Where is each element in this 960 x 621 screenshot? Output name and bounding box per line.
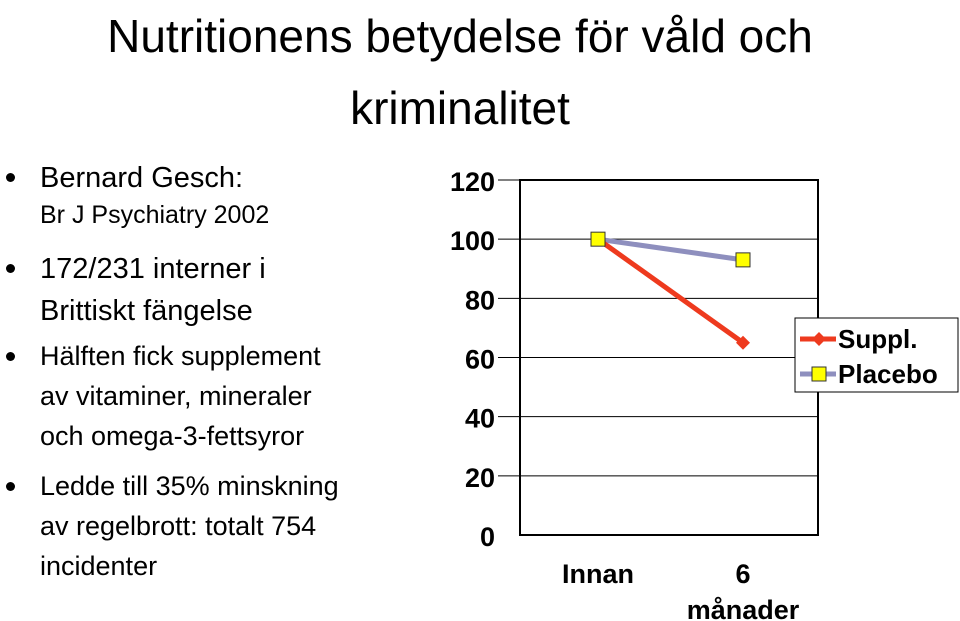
bullet-text: av vitaminer, mineraler bbox=[40, 381, 312, 411]
y-tick-label: 80 bbox=[465, 285, 495, 315]
bullet-text: Hälften fick supplement bbox=[40, 341, 321, 371]
bullet-text: av regelbrott: totalt 754 bbox=[40, 511, 317, 541]
data-point bbox=[736, 335, 750, 350]
legend-label: Suppl. bbox=[838, 324, 917, 354]
slide-title: Nutritionens betydelse för våld och krim… bbox=[107, 10, 813, 134]
bullet-text: Bernard Gesch: bbox=[40, 162, 244, 194]
bullet-item: 172/231 interner i Brittiskt fängelse bbox=[0, 248, 420, 332]
bullet-text: incidenter bbox=[40, 551, 158, 581]
bullet-dot-icon bbox=[6, 173, 15, 182]
data-point bbox=[735, 252, 751, 268]
bullet-text: och omega-3-fettsyror bbox=[40, 421, 305, 451]
x-tick-label: Innan bbox=[562, 559, 634, 589]
bullet-text: Brittiskt fängelse bbox=[40, 295, 253, 327]
y-tick-label: 120 bbox=[450, 167, 495, 197]
legend-label: Placebo bbox=[838, 359, 938, 389]
bullet-item: Ledde till 35% minskning av regelbrott: … bbox=[0, 466, 420, 586]
bullet-dot-icon bbox=[6, 482, 15, 491]
bullet-item: Bernard Gesch: Br J Psychiatry 2002 bbox=[0, 160, 420, 234]
bullet-item: Hälften fick supplement av vitaminer, mi… bbox=[0, 336, 420, 456]
legend-marker bbox=[812, 332, 826, 346]
bullet-subtext: Br J Psychiatry 2002 bbox=[40, 201, 270, 229]
series-line bbox=[597, 236, 744, 263]
bullet-dot-icon bbox=[6, 352, 15, 361]
y-tick-label: 0 bbox=[480, 522, 495, 552]
legend-marker bbox=[811, 366, 827, 382]
series-line bbox=[596, 237, 745, 345]
bullet-text: 172/231 interner i bbox=[40, 253, 266, 285]
bullet-list: Bernard Gesch: Br J Psychiatry 2002 172/… bbox=[0, 160, 420, 586]
y-tick-label: 40 bbox=[465, 404, 495, 434]
y-tick-label: 100 bbox=[450, 226, 495, 256]
data-point bbox=[590, 231, 606, 247]
x-tick-label: 6 månader bbox=[687, 559, 800, 621]
bullet-dot-icon bbox=[6, 264, 15, 273]
y-tick-label: 20 bbox=[465, 463, 495, 493]
bullet-text: Ledde till 35% minskning bbox=[40, 471, 339, 501]
y-tick-label: 60 bbox=[465, 345, 495, 375]
